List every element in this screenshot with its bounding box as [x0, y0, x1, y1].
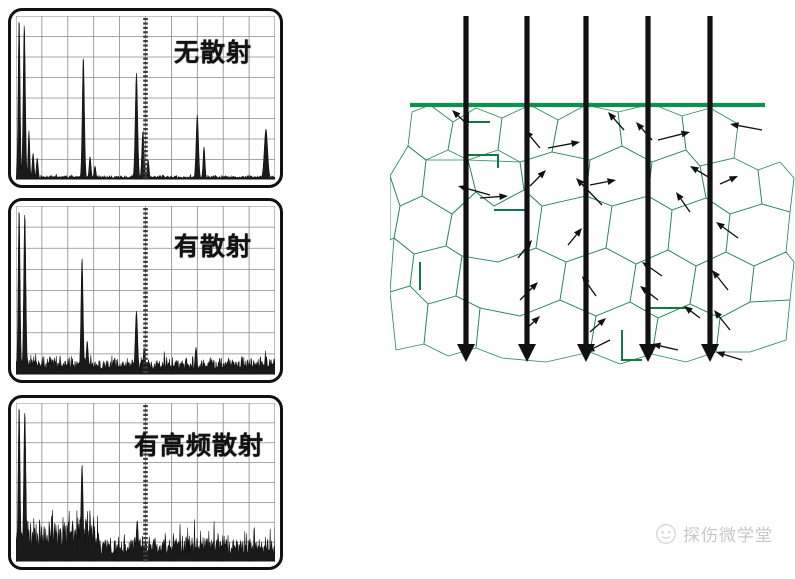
a-scan-panel-high-freq-scatter: 有高频散射 [8, 395, 283, 570]
gate-marker-1 [142, 208, 148, 373]
gate-marker-0 [142, 18, 148, 179]
watermark-text: 探伤微学堂 [683, 526, 773, 546]
panel-label-no-scatter: 无散射 [174, 38, 253, 67]
panel-label-high-freq-scatter: 有高频散射 [134, 431, 265, 460]
waveform-trace-2 [16, 408, 275, 562]
scatter-arrows [452, 110, 763, 361]
a-scan-panel-no-scatter: 无散射 [8, 8, 283, 188]
grain-scatter-diagram [390, 16, 795, 365]
panel-label-with-scatter: 有散射 [174, 232, 253, 261]
ultrasonic-beams [457, 16, 719, 362]
circle-logo-icon [656, 523, 676, 544]
a-scan-plot-area-0 [16, 16, 275, 180]
watermark: 探伤微学堂 [655, 521, 773, 546]
a-scan-panel-with-scatter: 有散射 [8, 198, 283, 383]
a-scan-plot-area-1 [16, 206, 275, 375]
gate-marker-2 [142, 405, 148, 562]
waveform-trace-1 [16, 211, 275, 375]
a-scan-plot-area-2 [16, 403, 275, 562]
